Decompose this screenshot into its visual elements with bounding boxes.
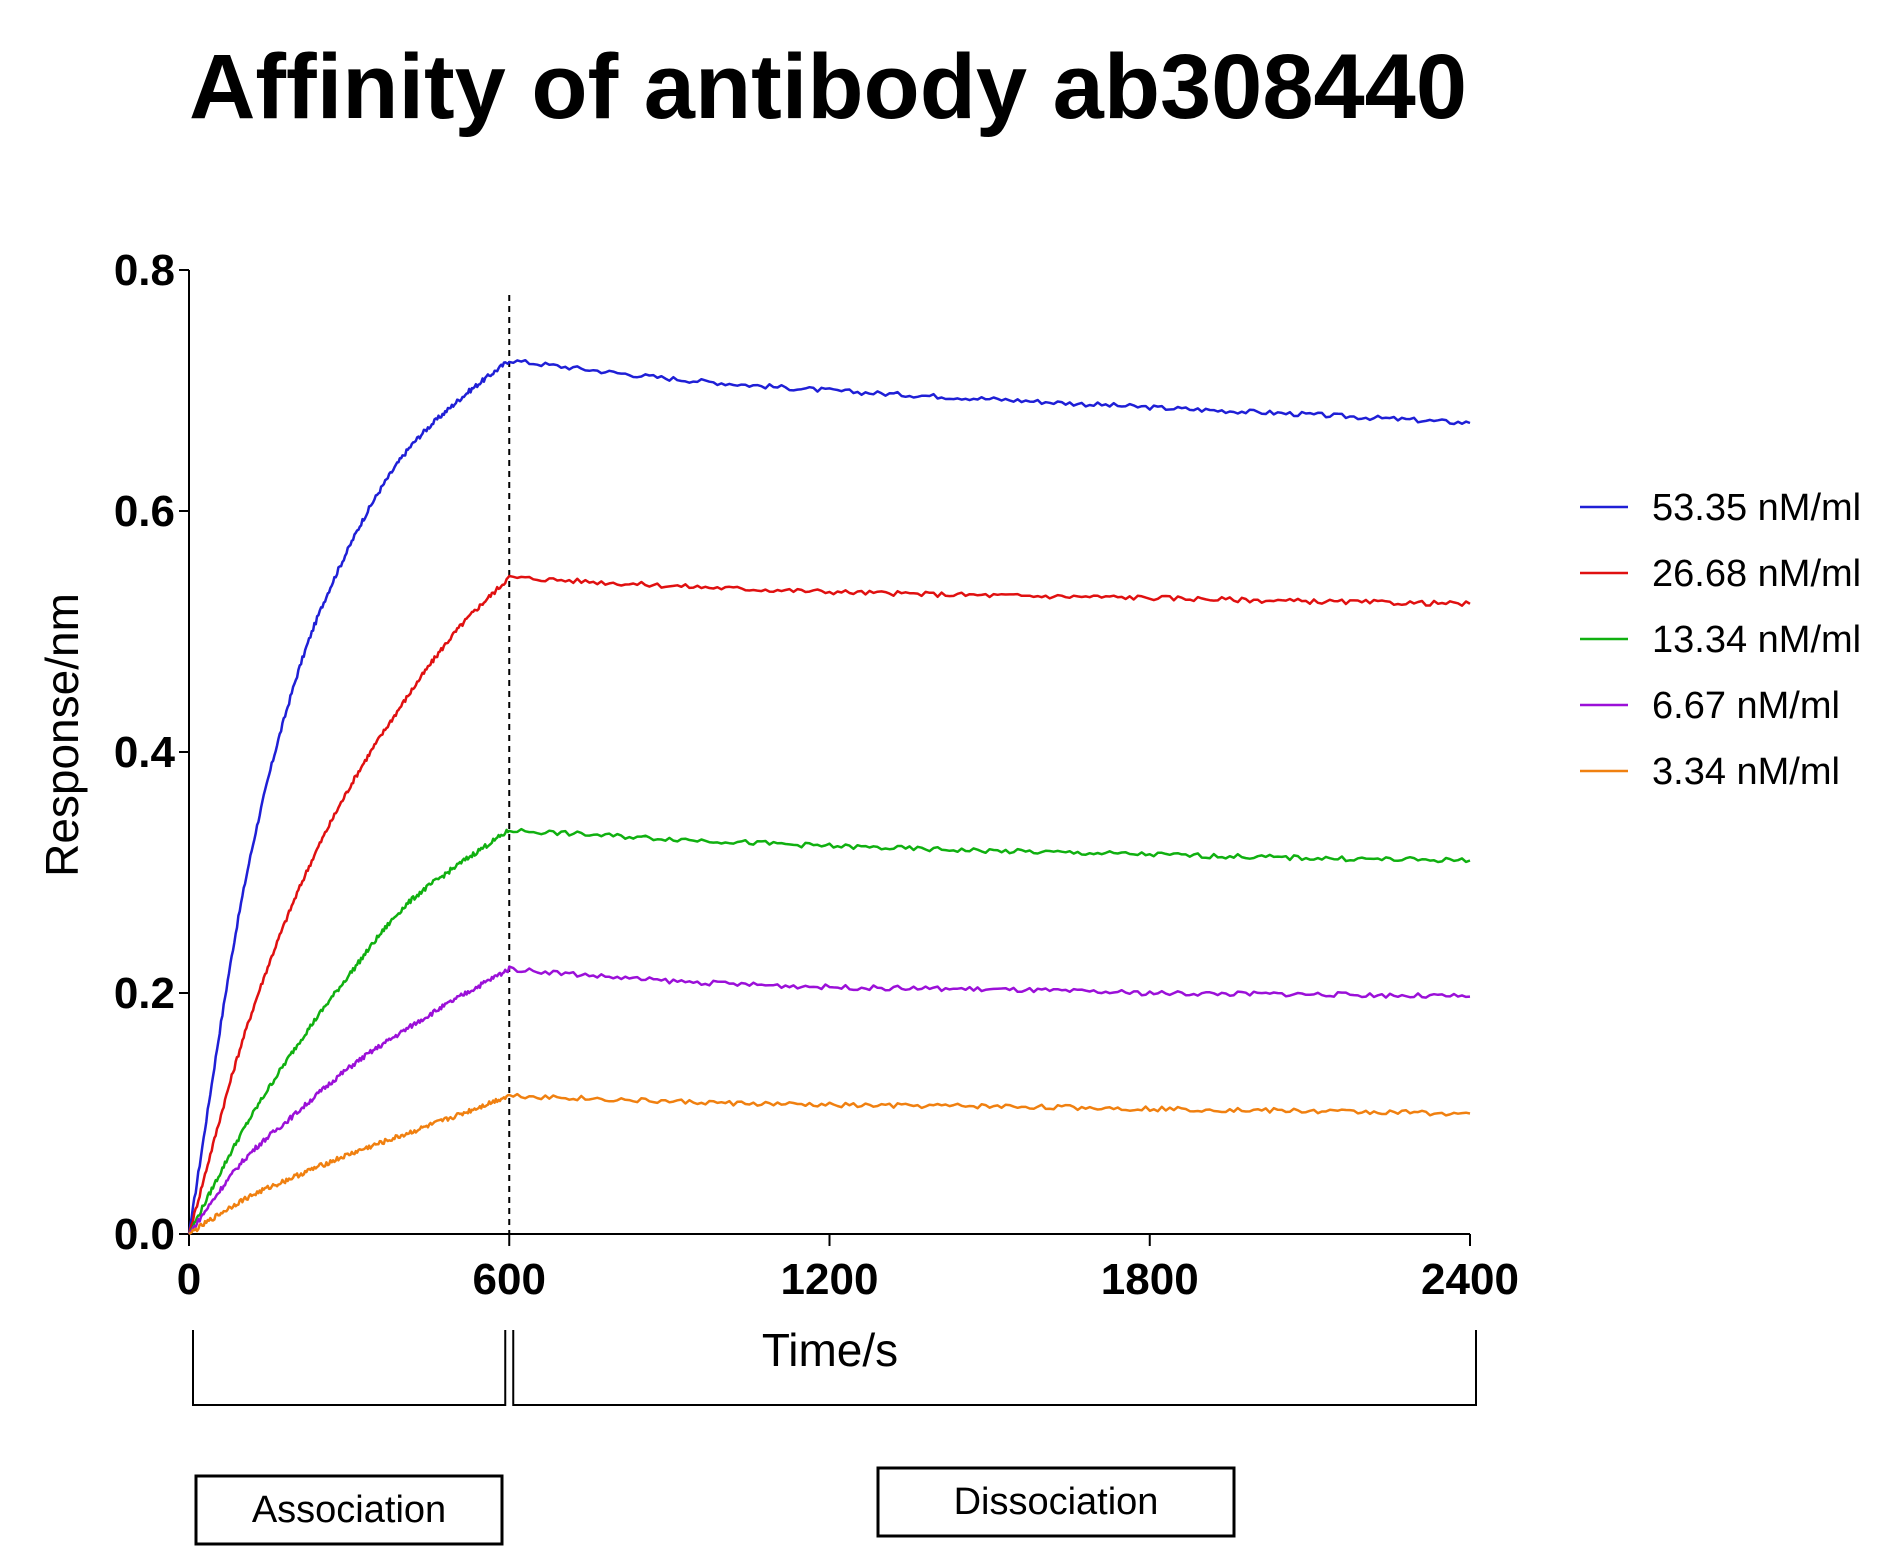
- x-tick-label: 0: [177, 1255, 201, 1304]
- chart-title: Affinity of antibody ab308440: [189, 36, 1467, 138]
- y-axis-label: Response/nm: [36, 593, 88, 877]
- x-tick-label: 1200: [781, 1255, 879, 1304]
- phase-box: [876, 1466, 1236, 1538]
- x-tick-label: 2400: [1421, 1255, 1519, 1304]
- series-layer: [187, 358, 1471, 1236]
- phase-brackets: Association Dissociation: [192, 1330, 1477, 1546]
- y-tick-label: 0.4: [114, 728, 176, 777]
- legend-label: 6.67 nM/ml: [1652, 685, 1840, 727]
- series-line: [188, 1092, 1471, 1236]
- legend-label: 3.34 nM/ml: [1652, 751, 1840, 793]
- x-tick-label: 600: [473, 1255, 546, 1304]
- axes: 0.0 0.2 0.4 0.6 0.8 0 600 1200 1800 2400: [114, 246, 1519, 1304]
- series-line: [187, 965, 1471, 1235]
- x-axis-label: Time/s: [762, 1324, 898, 1376]
- y-tick-label: 0.6: [114, 487, 175, 536]
- y-tick-label: 0.2: [114, 969, 175, 1018]
- y-tick-label: 0.8: [114, 246, 175, 295]
- series-line: [187, 574, 1471, 1235]
- x-tick-label: 1800: [1101, 1255, 1199, 1304]
- phase-bracket: [512, 1330, 1477, 1406]
- series-line: [187, 827, 1471, 1235]
- phase-label: Association: [252, 1489, 446, 1531]
- phase-bracket: [192, 1330, 507, 1406]
- phase-box: [194, 1474, 504, 1546]
- series-line: [187, 358, 1471, 1235]
- legend-label: 13.34 nM/ml: [1652, 619, 1861, 661]
- legend-label: 26.68 nM/ml: [1652, 553, 1861, 595]
- phase-label: Dissociation: [954, 1481, 1159, 1523]
- legend-label: 53.35 nM/ml: [1652, 487, 1861, 529]
- legend: 53.35 nM/ml 26.68 nM/ml 13.34 nM/ml 6.67 nM…: [1580, 487, 1861, 793]
- y-tick-label: 0.0: [114, 1210, 175, 1259]
